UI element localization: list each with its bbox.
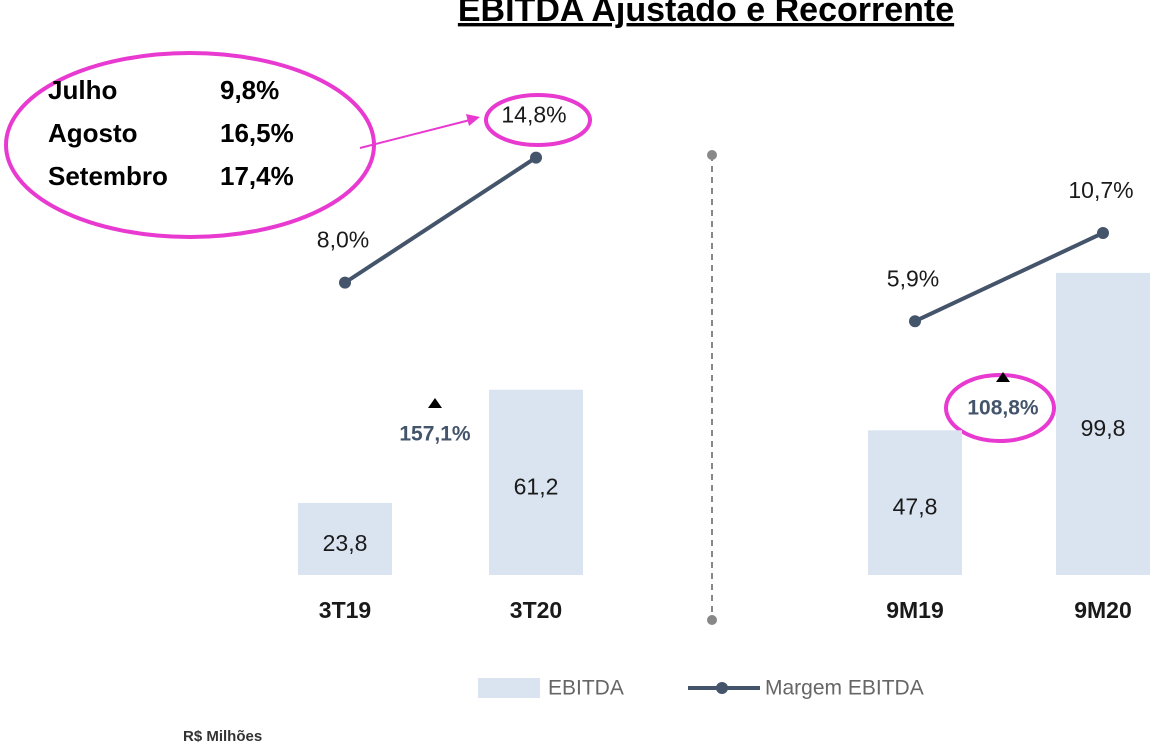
line-point <box>530 151 542 164</box>
growth-arrow <box>996 372 1010 382</box>
callout-arrow <box>359 119 471 149</box>
line <box>914 231 1104 324</box>
bar <box>489 389 583 575</box>
bar <box>1056 272 1150 575</box>
bar-label: 99,8 <box>1081 415 1126 441</box>
callout-value: 16,5% <box>220 118 294 148</box>
callout-month: Julho <box>48 75 117 105</box>
bar <box>868 430 962 575</box>
callout-value: 17,4% <box>220 161 294 191</box>
highlight <box>484 93 592 147</box>
line-label: 5,9% <box>887 265 939 291</box>
x-tick-label: 3T19 <box>319 597 371 623</box>
x-tick-label: 3T20 <box>510 597 562 623</box>
growth-label: 157,1% <box>399 423 471 446</box>
divider-end <box>707 150 717 160</box>
callout-value: 9,8% <box>220 75 279 105</box>
growth-arrow <box>428 398 442 408</box>
bar <box>298 502 392 575</box>
title: EBITDA Ajustado e Recorrente <box>458 0 954 29</box>
growth-label: 108,8% <box>967 397 1039 420</box>
divider-end <box>707 615 717 625</box>
legend-swatch <box>478 678 540 698</box>
callout-month: Setembro <box>48 161 168 191</box>
line <box>343 155 538 285</box>
legend-label: EBITDA <box>548 677 624 700</box>
line-label: 14,8% <box>501 102 566 128</box>
bar-label: 47,8 <box>893 494 938 520</box>
highlight <box>944 373 1056 443</box>
x-tick-label: 9M19 <box>886 597 944 623</box>
arrow-head <box>466 114 480 126</box>
line-point <box>1097 226 1109 239</box>
x-tick-label: 9M20 <box>1074 597 1132 623</box>
bar-label: 61,2 <box>514 473 559 499</box>
callout-month: Agosto <box>48 118 138 148</box>
legend-label: Margem EBITDA <box>765 677 924 700</box>
line-point <box>339 276 351 289</box>
legend-dot <box>716 682 728 694</box>
line-point <box>909 315 921 328</box>
unit-note: R$ Milhões <box>183 728 262 745</box>
bar-label: 23,8 <box>323 530 368 556</box>
line-label: 8,0% <box>317 227 369 253</box>
line-label: 10,7% <box>1068 177 1133 203</box>
